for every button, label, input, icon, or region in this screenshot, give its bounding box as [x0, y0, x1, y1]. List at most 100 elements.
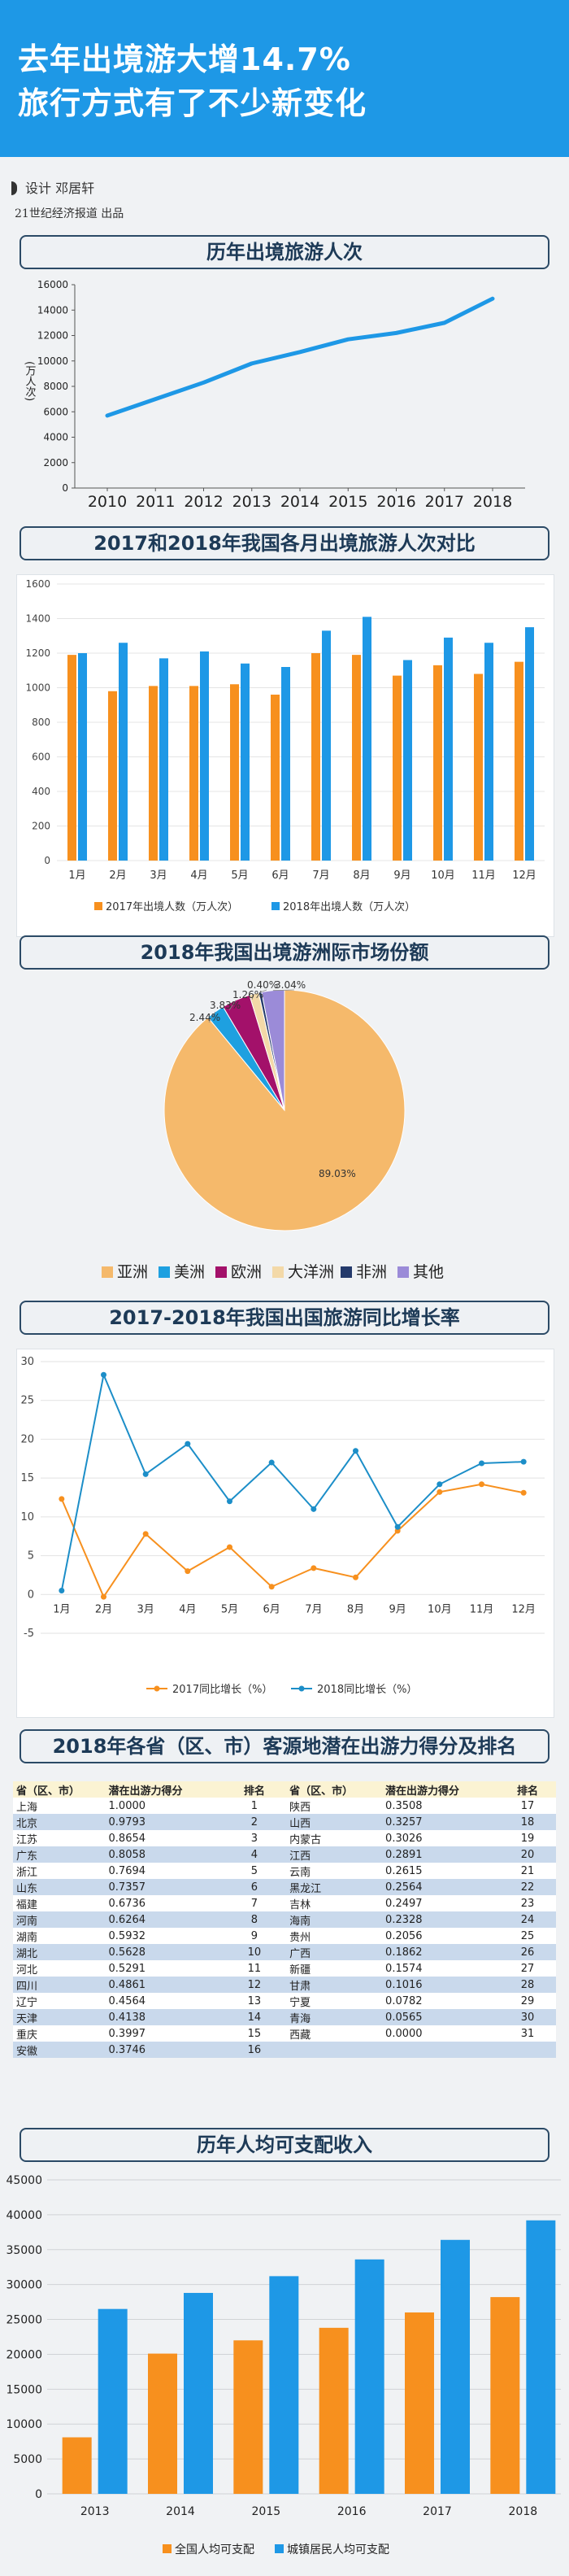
series-point-0 [311, 1565, 317, 1571]
legend-swatch [94, 902, 102, 910]
x-tick-label: 12月 [512, 870, 536, 882]
table-cell: 0.2891 [382, 1846, 500, 1863]
pie-value-label: 3.83% [210, 1000, 241, 1011]
table-cell: 宁夏 [286, 1993, 383, 2009]
table-cell: 0.0565 [382, 2009, 500, 2025]
designer-credit: 设计 邓居轩 [11, 177, 94, 197]
series-point-0 [59, 1496, 65, 1502]
x-tick-label: 11月 [471, 870, 496, 882]
y-tick-label: 1600 [25, 578, 50, 590]
x-tick-label: 6月 [263, 1603, 280, 1615]
table-cell: 浙江 [13, 1863, 106, 1879]
x-tick-label: 9月 [389, 1603, 406, 1615]
pie-leader-line [259, 989, 267, 993]
y-tick-label: 45000 [6, 2174, 42, 2187]
bar-series-0 [62, 2437, 92, 2494]
table-cell: 9 [222, 1928, 287, 1944]
x-tick-label: 10月 [431, 870, 455, 882]
y-tick-label: 2000 [43, 457, 68, 469]
table-cell: 3 [222, 1830, 287, 1846]
legend-swatch [397, 1266, 409, 1278]
legend-swatch [102, 1266, 113, 1278]
table-cell: 0.2328 [382, 1911, 500, 1928]
table-row: 湖南 0.5932 9 贵州 0.2056 25 [13, 1928, 556, 1944]
table-header-cell: 省（区、市） [286, 1781, 383, 1798]
table-cell: 12 [222, 1977, 287, 1993]
series-point-1 [353, 1448, 358, 1454]
table-cell: 江西 [286, 1846, 383, 1863]
table-cell: 28 [499, 1977, 556, 1993]
table-cell: 新疆 [286, 1960, 383, 1977]
series-point-0 [268, 1584, 275, 1590]
y-tick-label: 5000 [13, 2453, 42, 2466]
table-row: 河北 0.5291 11 新疆 0.1574 27 [13, 1960, 556, 1977]
chart3-pie: 89.03% 2.44%3.83%1.26%0.40%3.04% 亚洲 美洲 欧洲 大洋洲… [102, 979, 444, 1281]
y-tick-label: 14000 [37, 304, 68, 316]
y-tick-label: 30000 [6, 2279, 42, 2292]
chart2-title: 2017和2018年我国各月出境旅游人次对比 [20, 526, 549, 560]
bar-2017 [515, 661, 523, 861]
pie-leader-line [228, 1000, 237, 1011]
y-tick-label: 6000 [43, 406, 68, 417]
table-cell: 0.4861 [105, 1977, 223, 1993]
bar-series-1 [354, 2259, 384, 2494]
table-row: 山东 0.7357 6 黑龙江 0.2564 22 [13, 1879, 556, 1895]
table-cell: 0.0782 [382, 1993, 500, 2009]
series-point-0 [520, 1489, 527, 1496]
table-cell: 17 [499, 1798, 556, 1814]
y-tick-label: 20 [20, 1433, 34, 1445]
table-cell: 5 [222, 1863, 287, 1879]
table-cell [286, 2042, 383, 2058]
table-cell: 21 [499, 1863, 556, 1879]
x-tick-label: 1月 [68, 870, 85, 882]
series-point-0 [101, 1593, 106, 1600]
y-tick-label: 30 [20, 1356, 34, 1368]
legend-label: 大洋洲 [288, 1263, 334, 1281]
y-tick-label: 1000 [25, 682, 50, 694]
bar-2017 [230, 684, 239, 861]
table-cell: 安徽 [13, 2042, 106, 2058]
pie-value-label: 89.03% [319, 1168, 356, 1179]
table-cell: 23 [499, 1895, 556, 1911]
bar-series-1 [269, 2276, 299, 2494]
table-row: 上海 1.0000 1 陕西 0.3508 17 [13, 1798, 556, 1814]
table-row: 安徽 0.3746 16 [13, 2042, 556, 2058]
y-tick-label: 0 [35, 2488, 42, 2501]
legend-label: 2018同比增长（%） [317, 1684, 417, 1696]
table-cell: 0.6264 [105, 1911, 223, 1928]
table-cell: 北京 [13, 1814, 106, 1830]
pie-value-label: 0.40% [247, 979, 278, 991]
legend-label: 城镇居民人均可支配 [287, 2543, 389, 2556]
chart1-title: 历年出境旅游人次 [20, 235, 549, 269]
bar-2018 [403, 660, 412, 861]
table-cell: 广西 [286, 1944, 383, 1960]
table-cell: 13 [222, 1993, 287, 2009]
y-tick-label: 20000 [6, 2348, 42, 2361]
y-tick-label: 12000 [37, 330, 68, 342]
chart6-title: 历年人均可支配收入 [20, 2128, 549, 2162]
table-cell: 广东 [13, 1846, 106, 1863]
table-cell: 陕西 [286, 1798, 383, 1814]
table-cell: 11 [222, 1960, 287, 1977]
headline-line1: 去年出境游大增14.7% [18, 41, 351, 77]
table-cell: 0.4564 [105, 1993, 223, 2009]
x-tick-label: 11月 [470, 1603, 494, 1615]
table-cell: 山西 [286, 1814, 383, 1830]
bar-series-0 [233, 2340, 263, 2494]
y-tick-label: 10 [20, 1511, 34, 1523]
table-header-cell: 潜在出游力得分 [105, 1781, 223, 1798]
table-cell: 江苏 [13, 1830, 106, 1846]
x-tick-label: 2014 [166, 2505, 195, 2518]
series-point-0 [185, 1568, 191, 1575]
legend-label: 美洲 [174, 1263, 205, 1281]
table-cell: 1 [222, 1798, 287, 1814]
table-cell: 0.2497 [382, 1895, 500, 1911]
x-tick-label: 2014 [280, 493, 319, 511]
table-cell: 18 [499, 1814, 556, 1830]
x-tick-label: 2010 [88, 493, 127, 511]
table-cell: 0.3026 [382, 1830, 500, 1846]
legend-marker [154, 1685, 160, 1692]
series-point-1 [520, 1458, 527, 1465]
y-tick-label: 15000 [6, 2383, 42, 2396]
bar-2017 [108, 691, 117, 861]
